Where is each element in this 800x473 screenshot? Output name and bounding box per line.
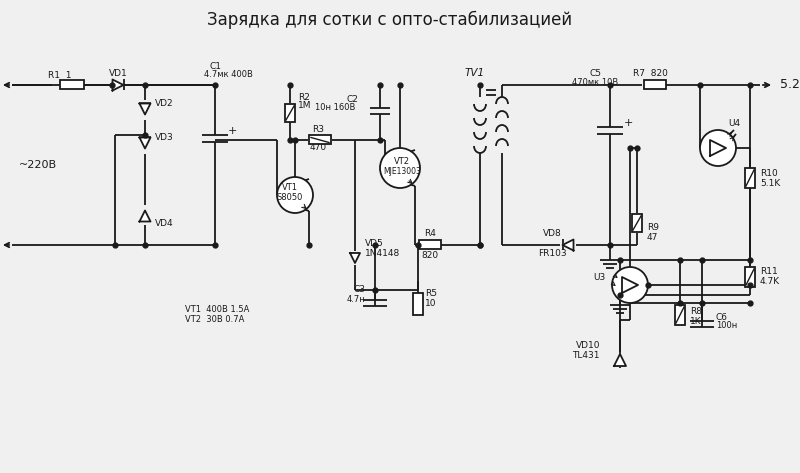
Text: VD5: VD5 — [365, 238, 384, 247]
Text: 5.2 В: 5.2 В — [780, 79, 800, 91]
Text: R11: R11 — [760, 268, 778, 277]
Text: 470: 470 — [310, 143, 326, 152]
Bar — [419, 240, 441, 249]
Text: U4: U4 — [728, 120, 740, 129]
Circle shape — [700, 130, 736, 166]
Polygon shape — [113, 79, 123, 90]
Text: 4.7K: 4.7K — [760, 278, 780, 287]
Text: 4.7мк 400В: 4.7мк 400В — [203, 70, 253, 79]
Text: R5: R5 — [425, 289, 437, 298]
Text: VT2  30В 0.7А: VT2 30В 0.7А — [185, 315, 244, 324]
Bar — [413, 293, 423, 315]
Polygon shape — [562, 239, 574, 251]
Text: 1M: 1M — [298, 102, 311, 111]
Text: Зарядка для сотки с опто-стабилизацией: Зарядка для сотки с опто-стабилизацией — [207, 11, 573, 29]
Polygon shape — [622, 277, 638, 293]
Text: TV1: TV1 — [465, 68, 485, 78]
Text: 470мк 10В: 470мк 10В — [572, 79, 618, 88]
Polygon shape — [139, 138, 150, 149]
Text: 1K: 1K — [690, 316, 702, 325]
Text: +: + — [227, 126, 237, 136]
Bar — [675, 305, 685, 325]
Text: MJE13003: MJE13003 — [383, 166, 421, 175]
Text: C5: C5 — [589, 70, 601, 79]
Text: R4: R4 — [424, 229, 436, 238]
Polygon shape — [614, 354, 626, 366]
Text: 5.1K: 5.1K — [760, 178, 780, 187]
Text: 10н 160В: 10н 160В — [314, 103, 355, 112]
Text: VD10: VD10 — [575, 342, 600, 350]
Text: C2: C2 — [346, 95, 358, 104]
Text: R7  820: R7 820 — [633, 70, 667, 79]
Polygon shape — [139, 104, 150, 114]
Text: VT1: VT1 — [282, 184, 298, 193]
Text: 1N4148: 1N4148 — [365, 248, 400, 257]
Polygon shape — [350, 253, 360, 263]
Text: TL431: TL431 — [573, 351, 600, 360]
Text: 10: 10 — [425, 298, 437, 307]
Text: C1: C1 — [209, 62, 221, 71]
Text: VD4: VD4 — [155, 219, 174, 228]
Text: R10: R10 — [760, 168, 778, 177]
Text: VD3: VD3 — [155, 132, 174, 141]
Text: R2: R2 — [298, 93, 310, 102]
Text: S8050: S8050 — [277, 193, 303, 202]
Text: C6: C6 — [716, 313, 728, 322]
Text: C3: C3 — [353, 286, 365, 295]
Bar — [60, 80, 84, 89]
Bar — [745, 168, 755, 188]
Text: 100н: 100н — [716, 321, 738, 330]
Text: 47: 47 — [647, 233, 658, 242]
Circle shape — [612, 267, 648, 303]
Text: +: + — [623, 118, 633, 128]
Polygon shape — [710, 140, 726, 156]
Bar — [309, 135, 331, 144]
Text: R1  1: R1 1 — [48, 71, 71, 80]
Text: VD8: VD8 — [542, 228, 562, 237]
Text: 820: 820 — [422, 252, 438, 261]
Text: R9: R9 — [647, 222, 659, 231]
Text: U3: U3 — [594, 273, 606, 282]
Bar — [644, 80, 666, 89]
Text: VD2: VD2 — [155, 98, 174, 107]
Circle shape — [380, 148, 420, 188]
Text: VD1: VD1 — [109, 70, 127, 79]
Text: ~220В: ~220В — [19, 160, 57, 170]
Text: R8: R8 — [690, 307, 702, 315]
Text: VT2: VT2 — [394, 157, 410, 166]
Text: 4.7н: 4.7н — [346, 295, 365, 304]
Text: R3: R3 — [312, 124, 324, 133]
Polygon shape — [139, 210, 150, 221]
Bar — [285, 104, 295, 122]
Text: FR103: FR103 — [538, 248, 566, 257]
Bar — [745, 267, 755, 287]
Circle shape — [277, 177, 313, 213]
Text: VT1  400В 1.5А: VT1 400В 1.5А — [185, 306, 250, 315]
Bar — [632, 214, 642, 232]
